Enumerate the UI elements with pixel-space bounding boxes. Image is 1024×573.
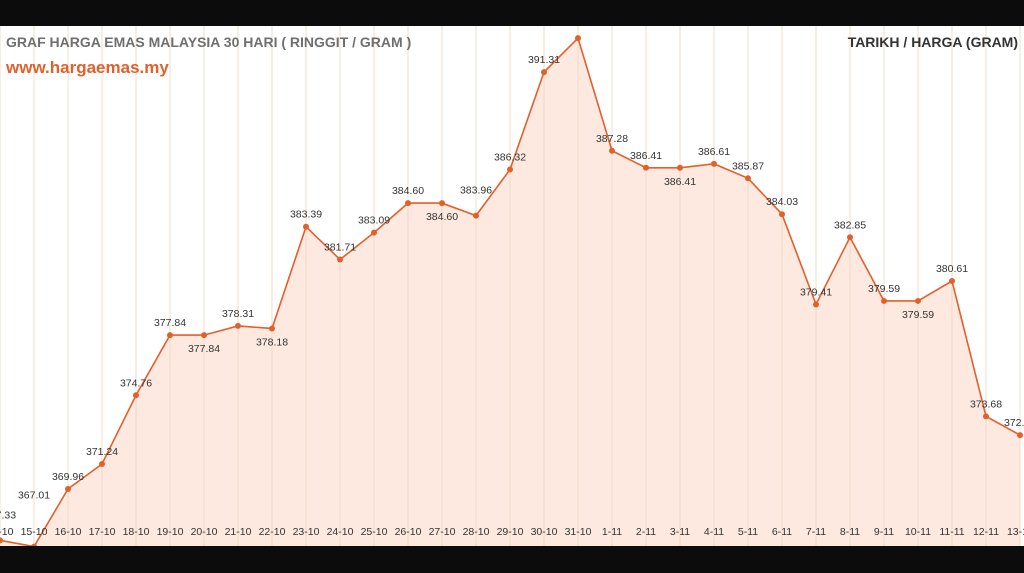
data-point <box>269 325 275 332</box>
data-point <box>847 234 853 241</box>
x-tick-label: 13-11 <box>1007 526 1024 538</box>
data-point <box>643 164 649 171</box>
x-tick-label: 27-10 <box>429 526 456 538</box>
data-point <box>405 200 411 207</box>
data-label: 380.61 <box>936 263 968 275</box>
data-point <box>609 147 615 154</box>
data-label: 383.96 <box>460 185 492 197</box>
data-label: 384.03 <box>766 196 798 208</box>
data-point <box>133 392 139 399</box>
x-tick-label: 11-11 <box>939 526 964 538</box>
x-tick-label: 3-11 <box>670 526 690 538</box>
data-point <box>99 460 105 467</box>
data-label: 386.32 <box>494 152 526 164</box>
x-tick-label: 24-10 <box>327 526 354 538</box>
data-point <box>1017 432 1023 439</box>
data-point <box>541 69 547 76</box>
x-tick-label: 25-10 <box>361 526 388 538</box>
x-tick-label: 31-10 <box>565 526 592 538</box>
data-point <box>473 212 479 219</box>
x-tick-label: 23-10 <box>293 526 320 538</box>
data-point <box>303 223 309 230</box>
data-label: 372.72 <box>1004 417 1024 429</box>
x-tick-label: 15-10 <box>21 526 48 538</box>
data-label: 378.18 <box>256 336 288 348</box>
data-label: 379.41 <box>800 286 832 298</box>
data-point <box>711 160 717 167</box>
data-point <box>235 322 241 329</box>
legend-title: TARIKH / HARGA (GRAM) <box>847 34 1018 50</box>
data-label: 384.60 <box>426 211 458 223</box>
x-tick-label: 16-10 <box>55 526 82 538</box>
x-tick-label: 22-10 <box>259 526 286 538</box>
data-label: 373.68 <box>970 398 1002 410</box>
data-label: 369.96 <box>52 471 84 483</box>
website-link[interactable]: www.hargaemas.my <box>6 58 169 77</box>
data-point <box>779 211 785 218</box>
data-label: 386.41 <box>664 176 696 188</box>
data-label: 378.31 <box>222 308 254 320</box>
x-tick-label: 14-10 <box>0 526 14 538</box>
data-label: 383.39 <box>290 209 322 221</box>
x-tick-label: 21-10 <box>225 526 252 538</box>
x-tick-label: 18-10 <box>123 526 150 538</box>
data-point <box>507 166 513 173</box>
data-label: 371.24 <box>86 446 118 458</box>
data-label: 386.41 <box>630 150 662 162</box>
x-tick-label: 7-11 <box>806 526 826 538</box>
data-point <box>983 413 989 420</box>
x-tick-label: 1-11 <box>602 526 622 538</box>
data-point <box>915 297 921 304</box>
data-label: 387.28 <box>596 133 628 145</box>
data-label: 374.76 <box>120 377 152 389</box>
chart-area: 14-10 15-10 16-10 17-10 18-10 19-10 20-10 21-10… <box>0 26 1024 546</box>
data-label: 367.33 <box>0 509 16 521</box>
x-tick-label: 26-10 <box>395 526 422 538</box>
data-label: 382.85 <box>834 219 866 231</box>
data-point <box>745 175 751 182</box>
data-label: 377.84 <box>188 343 220 355</box>
x-tick-label: 9-11 <box>874 526 894 538</box>
data-point <box>881 297 887 304</box>
data-point <box>949 278 955 285</box>
x-tick-label: 4-11 <box>704 526 724 538</box>
x-tick-label: 12-11 <box>973 526 999 538</box>
chart-title: GRAF HARGA EMAS MALAYSIA 30 HARI ( RINGG… <box>6 34 412 50</box>
data-point <box>201 332 207 339</box>
x-tick-label: 28-10 <box>463 526 490 538</box>
data-point <box>439 200 445 207</box>
x-tick-label: 30-10 <box>531 526 558 538</box>
data-point <box>0 537 3 544</box>
data-label: 367.01 <box>18 490 50 502</box>
data-point <box>575 35 581 42</box>
data-point <box>677 164 683 171</box>
x-tick-label: 10-11 <box>905 526 931 538</box>
x-tick-label: 19-10 <box>157 526 184 538</box>
data-label: 385.87 <box>732 160 764 172</box>
gold-price-chart: 14-10 15-10 16-10 17-10 18-10 19-10 20-10 21-10… <box>0 26 1024 546</box>
data-point <box>167 332 173 339</box>
data-point <box>65 485 71 492</box>
data-label: 386.61 <box>698 146 730 158</box>
data-label: 377.84 <box>154 317 186 329</box>
data-point <box>371 229 377 236</box>
data-label: 383.09 <box>358 215 390 227</box>
x-tick-label: 5-11 <box>738 526 758 538</box>
data-label: 391.31 <box>528 54 560 66</box>
data-point <box>813 301 819 308</box>
x-tick-label: 29-10 <box>497 526 524 538</box>
data-label: 379.59 <box>902 309 934 321</box>
x-tick-label: 6-11 <box>772 526 792 538</box>
data-label: 384.60 <box>392 185 424 197</box>
x-tick-label: 8-11 <box>840 526 860 538</box>
data-point <box>337 256 343 263</box>
data-label: 379.59 <box>868 283 900 295</box>
x-tick-label: 17-10 <box>89 526 116 538</box>
x-tick-label: 2-11 <box>636 526 656 538</box>
data-label: 381.71 <box>324 242 356 254</box>
x-tick-label: 20-10 <box>191 526 218 538</box>
data-point <box>31 543 37 546</box>
